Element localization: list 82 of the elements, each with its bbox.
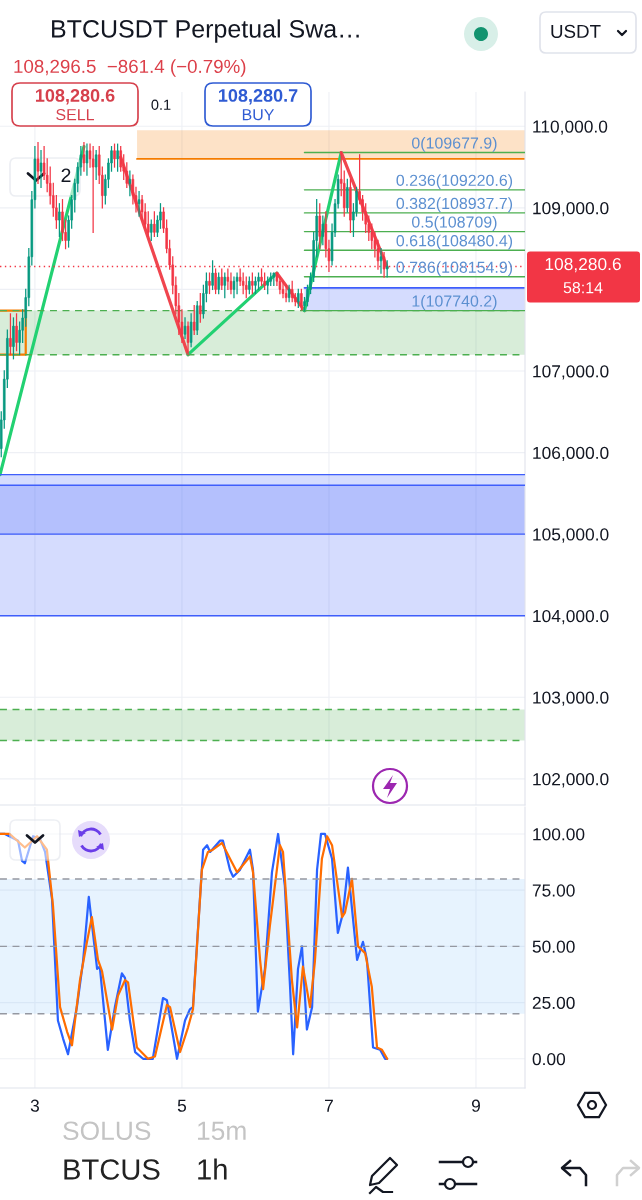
candlestick (36, 141, 40, 184)
candlestick (153, 211, 156, 238)
line-series (0, 832, 389, 1060)
y-tick-label: 109,000.0 (533, 202, 609, 217)
candlestick (211, 260, 214, 291)
y-tick-label: 106,000.0 (533, 446, 609, 462)
x-tick-label: 9 (471, 1099, 480, 1112)
candlestick (254, 276, 257, 295)
candlestick (232, 276, 236, 299)
candlestick (281, 280, 285, 299)
candlestick (116, 143, 119, 172)
y-tick-label: 107,000.0 (533, 365, 609, 380)
candlestick (186, 321, 190, 356)
chart-subtitle: 108,296.5 −861.4 (−0.79%) (14, 59, 246, 77)
candlestick (241, 272, 245, 295)
candlestick (199, 292, 202, 323)
series-label: 0.382(108937.7) (396, 197, 513, 213)
candlestick (9, 313, 12, 356)
candlestick (217, 272, 220, 295)
x-tick-label: 3 (30, 1099, 39, 1112)
candlestick (257, 272, 260, 291)
candlestick (318, 203, 322, 250)
y-tick-label: 100.00 (533, 828, 585, 841)
series-label: 1(107740.2) (412, 295, 497, 310)
annotation: BUY (242, 109, 275, 121)
candlestick (113, 143, 116, 168)
candlestick (94, 150, 98, 180)
y-tick-label: 75.00 (532, 884, 575, 897)
x-tick-label: 7 (325, 1099, 333, 1112)
candlestick (189, 313, 193, 348)
candlestick (58, 203, 61, 238)
text: USDT (551, 24, 601, 39)
text: 15m (198, 1121, 246, 1141)
candlestick (229, 272, 233, 295)
annotation: 108,280.7 (218, 89, 298, 105)
annotation: 108,280.6 (35, 89, 115, 105)
candlestick (235, 272, 239, 295)
candlestick (39, 150, 43, 189)
x-tick-label: 5 (177, 1099, 187, 1112)
candlestick (321, 215, 325, 246)
y-tick-label: 104,000.0 (533, 609, 609, 625)
y-tick-label: 103,000.0 (533, 691, 609, 706)
series-label: 0.786(108154.9) (396, 261, 513, 277)
candlestick (91, 146, 95, 233)
candlestick (82, 141, 86, 172)
candlestick (260, 268, 263, 286)
candlestick (346, 178, 349, 213)
y-tick-label: 105,000.0 (533, 528, 609, 543)
series-label: 0(109677.9) (411, 136, 497, 152)
candlestick (15, 313, 18, 352)
candlestick (223, 272, 227, 299)
y-tick-label: 102,000.0 (533, 773, 609, 788)
candlestick (137, 190, 141, 217)
candlestick (192, 305, 196, 335)
candlestick (208, 272, 211, 295)
candlestick (85, 143, 89, 176)
candlestick (220, 268, 224, 291)
annotation: SELL (56, 108, 95, 121)
text: 58:14 (563, 281, 603, 294)
chart-title: BTCUSDT Perpetual Swa… (52, 19, 359, 43)
series-label: 0.5(108709) (411, 216, 497, 231)
candlestick (12, 317, 15, 360)
y-tick-label: 0.00 (532, 1052, 566, 1066)
candlestick (150, 219, 153, 242)
y-tick-label: 25.00 (532, 996, 575, 1010)
y-tick-label: 50.00 (532, 940, 575, 953)
candlestick (128, 170, 132, 197)
ref-line-label: 108,280.6 (545, 257, 621, 273)
text: BTCUS (64, 1159, 160, 1180)
y-tick-label: 110,000.0 (533, 120, 608, 135)
series-label: 0.618(108480.4) (396, 234, 513, 250)
series-label: 0.236(109220.6) (396, 174, 513, 190)
candlestick (214, 268, 217, 295)
annotation: 2 (61, 168, 71, 183)
candlestick (379, 248, 383, 274)
annotation: 0.1 (151, 99, 171, 110)
candlestick (251, 272, 254, 295)
candlestick (349, 178, 352, 233)
text: 1h (198, 1158, 227, 1180)
text: SOLUS (63, 1121, 151, 1141)
candlestick (183, 317, 187, 339)
candlestick (300, 288, 303, 311)
